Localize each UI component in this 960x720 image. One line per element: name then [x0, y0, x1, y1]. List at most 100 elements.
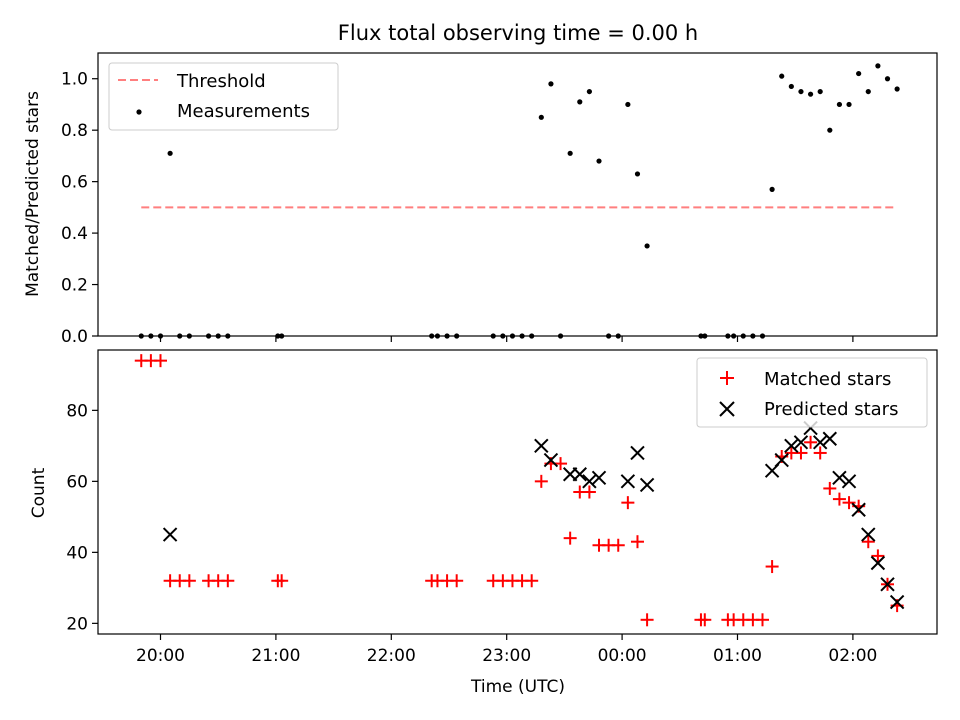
measurement-point	[567, 150, 573, 156]
matched-star-point	[842, 496, 856, 510]
predicted-star-point	[620, 474, 636, 489]
predicted-star-point	[630, 445, 645, 461]
measurement-point	[788, 83, 794, 90]
legend-measurements-label: Measurements	[177, 101, 310, 122]
bottom-x-tick-label: 23:00	[482, 646, 531, 666]
measurement-point	[167, 150, 173, 156]
predicted-star-point	[572, 467, 587, 482]
matched-star-point	[621, 496, 635, 510]
matched-star-point	[871, 549, 885, 563]
measurement-point	[779, 73, 785, 79]
measurement-point	[856, 70, 862, 77]
measurement-point	[807, 91, 814, 97]
matched-star-point	[534, 474, 548, 488]
bottom-x-tick-label: 22:00	[367, 646, 416, 666]
measurement-point	[634, 171, 641, 177]
bottom-plot-frame	[97, 349, 938, 635]
matched-star-point	[755, 613, 769, 627]
measurement-point	[827, 127, 833, 133]
matched-star-point	[182, 574, 196, 588]
bottom-x-tick-label: 21:00	[251, 646, 300, 666]
measurement-point	[625, 101, 631, 108]
top-legend: Threshold Measurements	[108, 62, 339, 131]
predicted-star-point	[774, 452, 789, 468]
top-y-tick-label: 0.4	[61, 224, 88, 244]
bottom-x-tick-label: 00:00	[598, 646, 647, 666]
top-y-tick-label: 0.2	[61, 276, 88, 296]
bottom-x-tick-label: 02:00	[828, 646, 877, 666]
bottom-x-axis-label: Time (UTC)	[470, 677, 565, 697]
bottom-legend-box	[696, 357, 928, 428]
bottom-x-tick-label: 01:00	[713, 646, 762, 666]
top-y-tick-label: 0.6	[61, 173, 88, 193]
matched-star-point	[554, 457, 568, 471]
top-plot-frame	[97, 52, 938, 337]
matched-star-point	[765, 560, 779, 574]
predicted-star-point	[793, 435, 809, 450]
predicted-star-point	[812, 435, 828, 450]
measurement-point	[846, 101, 852, 108]
legend-measurements-swatch	[136, 109, 142, 115]
measurement-point	[865, 88, 871, 95]
legend-matched-swatch	[720, 371, 734, 385]
predicted-star-point	[880, 577, 895, 592]
matched-star-point	[611, 538, 625, 552]
matched-star-point	[861, 535, 875, 549]
bottom-y-tick-label: 60	[66, 472, 88, 492]
predicted-star-point	[861, 527, 876, 542]
matched-star-point	[823, 481, 837, 495]
measurement-point	[884, 76, 891, 82]
matched-star-point	[154, 354, 167, 368]
measurement-point	[586, 88, 592, 95]
measurement-point	[538, 114, 544, 120]
predicted-star-point	[582, 474, 597, 489]
predicted-star-point	[543, 452, 559, 468]
predicted-star-point	[784, 438, 799, 454]
top-y-tick-label: 0.0	[61, 327, 88, 347]
measurement-point	[817, 88, 823, 95]
matched-star-point	[450, 574, 464, 588]
top-y-tick-label: 1.0	[61, 70, 88, 90]
bottom-y-tick-label: 40	[66, 543, 88, 563]
measurement-point	[875, 63, 881, 69]
predicted-star-point	[889, 594, 905, 610]
measurement-point	[596, 158, 602, 164]
measurement-point	[548, 81, 554, 87]
measurement-point	[577, 99, 583, 105]
bottom-y-tick-label: 80	[66, 401, 88, 421]
predicted-star-point	[639, 477, 655, 493]
legend-threshold-label: Threshold	[176, 71, 266, 92]
measurement-point	[644, 243, 650, 249]
matched-star-point	[221, 574, 235, 588]
measurement-point	[769, 186, 775, 192]
measurement-point	[836, 101, 843, 108]
matched-star-point	[832, 492, 846, 506]
matched-star-point	[794, 446, 808, 460]
measurement-point	[798, 88, 804, 95]
legend-predicted-swatch	[719, 401, 735, 417]
bottom-x-tick-label: 20:00	[136, 646, 185, 666]
matched-star-point	[630, 535, 644, 549]
bottom-legend: Matched stars Predicted stars	[696, 357, 928, 428]
predicted-star-point	[534, 438, 549, 454]
legend-matched-label: Matched stars	[764, 369, 891, 390]
matched-star-point	[582, 485, 596, 499]
matched-star-point	[563, 531, 577, 545]
matched-star-point	[640, 613, 654, 627]
matched-star-point	[275, 574, 289, 588]
bottom-y-tick-label: 20	[66, 614, 88, 634]
top-chart-title: Flux total observing time = 0.00 h	[338, 21, 698, 45]
top-y-tick-label: 0.8	[61, 121, 88, 141]
predicted-star-point	[870, 555, 886, 571]
predicted-star-point	[822, 431, 838, 446]
matched-star-point	[525, 574, 539, 588]
top-y-axis-label: Matched/Predicted stars	[23, 91, 43, 297]
predicted-star-point	[851, 502, 866, 517]
predicted-star-point	[832, 470, 847, 486]
matched-star-point	[698, 613, 712, 627]
predicted-star-point	[162, 527, 178, 542]
top-legend-box	[108, 62, 339, 131]
legend-predicted-label: Predicted stars	[764, 399, 898, 420]
measurement-point	[894, 86, 900, 92]
